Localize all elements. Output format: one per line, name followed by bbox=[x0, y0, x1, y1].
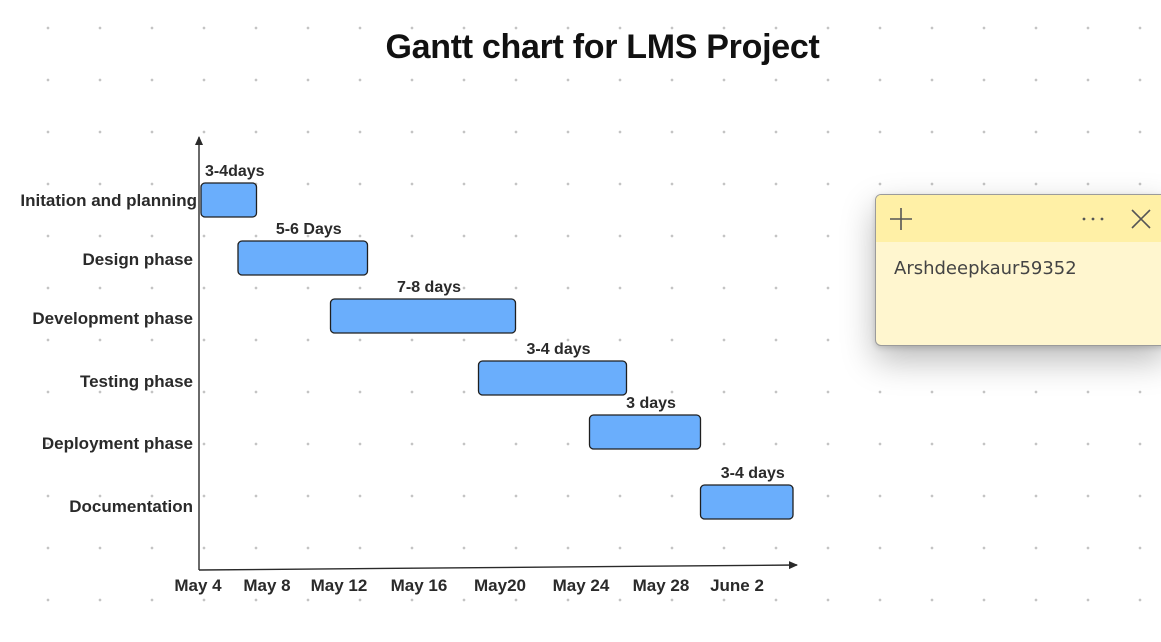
task-bar[interactable] bbox=[699, 484, 794, 520]
x-tick-label: May 28 bbox=[633, 576, 690, 595]
duration-label: 3-4 days bbox=[526, 341, 590, 358]
task-bar[interactable] bbox=[200, 182, 258, 218]
duration-label: 3-4 days bbox=[721, 465, 785, 482]
x-axis bbox=[198, 561, 798, 571]
duration-label: 3-4days bbox=[205, 163, 265, 180]
category-labels: Initation and planning Design phase Develo… bbox=[20, 191, 197, 516]
task-label: Development phase bbox=[32, 309, 193, 328]
x-tick-label: May 24 bbox=[553, 576, 610, 595]
gantt-bars bbox=[200, 182, 794, 520]
task-label: Deployment phase bbox=[42, 434, 193, 453]
add-note-button[interactable] bbox=[884, 195, 918, 242]
duration-labels: 3-4days 5-6 Days 7-8 days 3-4 days 3 days 3-4… bbox=[205, 163, 785, 482]
sticky-note[interactable]: Arshdeepkaur59352 bbox=[875, 194, 1161, 346]
task-bar[interactable] bbox=[329, 298, 517, 334]
more-horizontal-icon bbox=[1082, 217, 1104, 220]
x-tick-label: May 8 bbox=[243, 576, 290, 595]
x-tick-label: May 16 bbox=[391, 576, 448, 595]
task-label: Initation and planning bbox=[20, 191, 197, 210]
x-tick-labels: May 4 May 8 May 12 May 16 May20 May 24 May 28 J… bbox=[174, 576, 764, 595]
duration-label: 7-8 days bbox=[397, 279, 461, 296]
sticky-note-text: Arshdeepkaur59352 bbox=[894, 258, 1077, 279]
chart-title: Gantt chart for LMS Project bbox=[385, 28, 820, 66]
x-tick-label: May 4 bbox=[174, 576, 222, 595]
more-options-button[interactable] bbox=[1076, 195, 1110, 242]
task-bar[interactable] bbox=[237, 240, 369, 276]
close-icon bbox=[1131, 208, 1151, 229]
task-label: Design phase bbox=[82, 250, 193, 269]
duration-label: 5-6 Days bbox=[276, 221, 342, 238]
task-bar[interactable] bbox=[588, 414, 702, 450]
task-label: Testing phase bbox=[80, 372, 193, 391]
gantt-chart: Initation and planning Design phase Develo… bbox=[20, 136, 798, 595]
plus-icon bbox=[890, 207, 912, 230]
sticky-note-header[interactable] bbox=[876, 195, 1161, 242]
x-tick-label: June 2 bbox=[710, 576, 764, 595]
task-bar[interactable] bbox=[477, 360, 628, 396]
x-tick-label: May20 bbox=[474, 576, 526, 595]
x-tick-label: May 12 bbox=[311, 576, 368, 595]
task-label: Documentation bbox=[69, 497, 193, 516]
sticky-note-body[interactable]: Arshdeepkaur59352 bbox=[876, 242, 1161, 295]
duration-label: 3 days bbox=[626, 395, 676, 412]
close-note-button[interactable] bbox=[1124, 195, 1158, 242]
